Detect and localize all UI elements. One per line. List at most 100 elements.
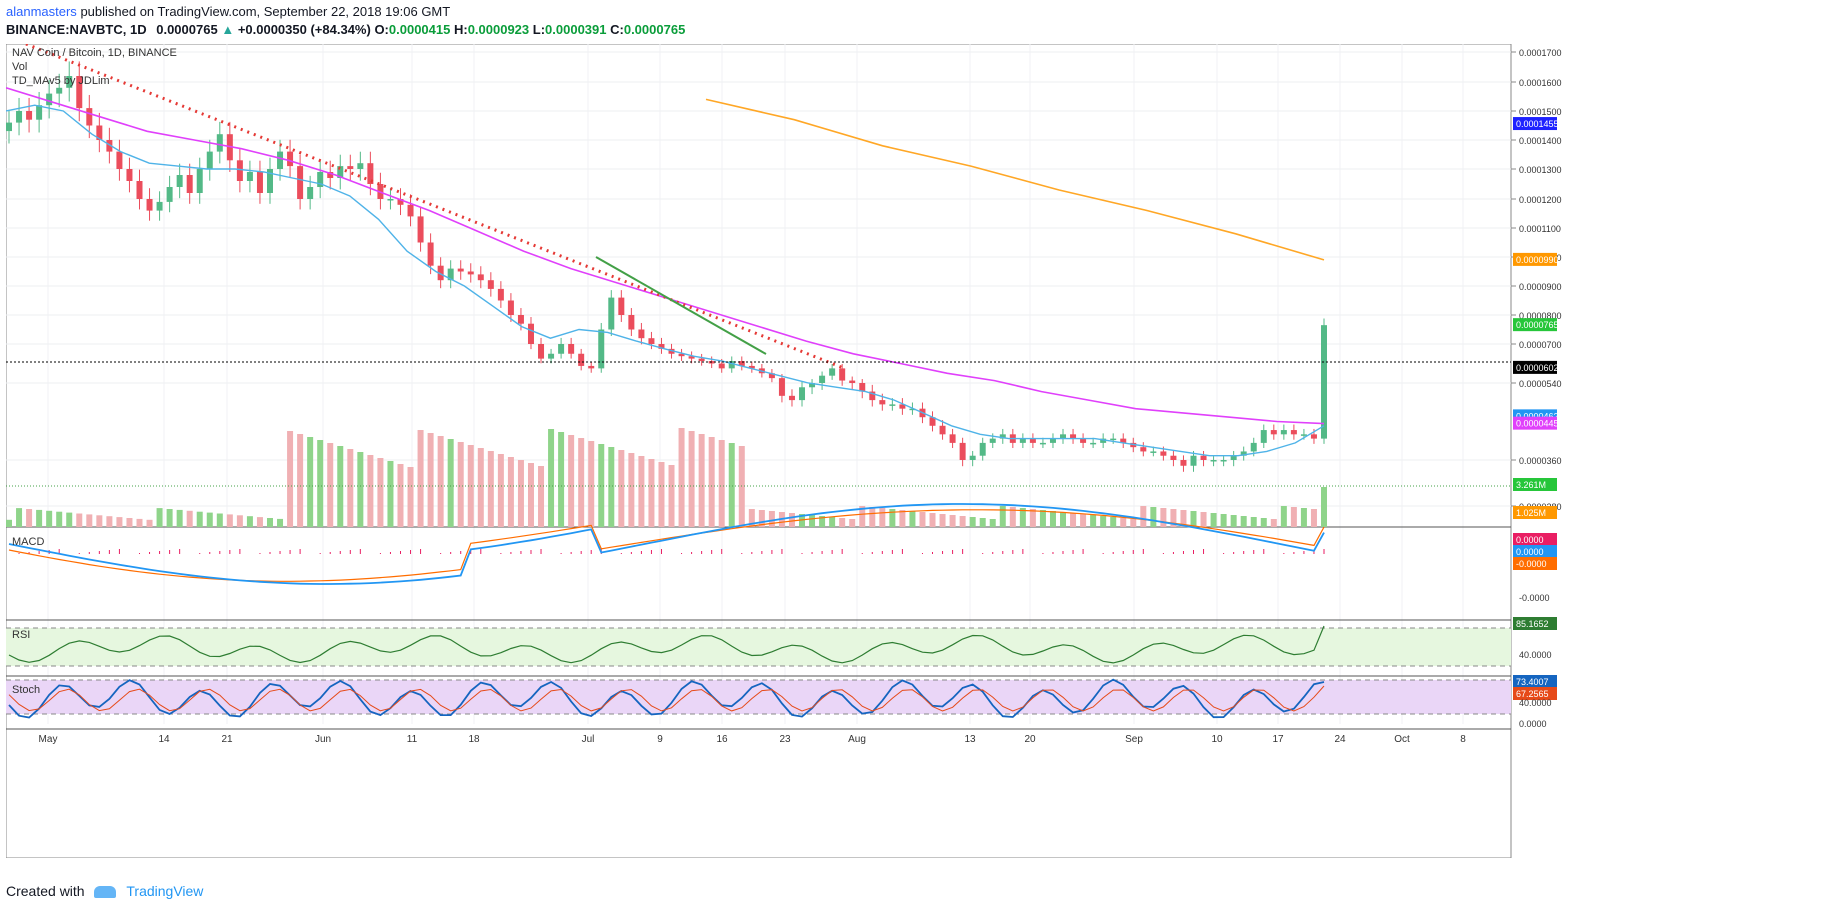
time-tick-label: 9: [657, 734, 663, 745]
candle-body: [688, 356, 695, 359]
volume-bar: [186, 510, 193, 527]
candle-body: [618, 297, 625, 315]
candle-body: [638, 329, 645, 339]
author-link[interactable]: alanmasters: [6, 4, 77, 19]
volume-bar: [748, 509, 755, 527]
volume-bar: [517, 460, 524, 527]
time-tick-label: 18: [468, 734, 480, 745]
candle-body: [949, 434, 956, 443]
candle-body: [447, 268, 454, 281]
candle-body: [598, 329, 605, 369]
candle-body: [186, 175, 193, 193]
candle-body: [768, 373, 775, 379]
volume-bar: [548, 429, 555, 527]
price-label: 0.0000990: [1516, 255, 1559, 265]
volume-bar: [86, 514, 93, 527]
volume-bar: [1080, 514, 1087, 527]
volume-bar: [688, 431, 695, 527]
volume-bar: [1049, 511, 1056, 527]
volume-bar: [758, 510, 765, 527]
volume-bar: [1200, 512, 1207, 527]
candle-body: [126, 169, 133, 181]
volume-bar: [297, 434, 304, 527]
candle-body: [166, 187, 173, 202]
candle-body: [1150, 451, 1157, 453]
candle-body: [859, 383, 866, 392]
price-tick-label: 0.0001600: [1519, 78, 1562, 88]
stoch-label-bg: [1513, 675, 1557, 688]
candle-body: [788, 395, 795, 401]
volume-bar: [849, 519, 856, 527]
chart-svg[interactable]: NAV Coin / Bitcoin, 1D, BINANCE Vol TD_M…: [5, 42, 1761, 859]
time-tick-label: 17: [1272, 734, 1284, 745]
candle-body: [176, 175, 183, 187]
rsi-legend: RSI: [12, 629, 30, 641]
price-tick-label: 0.0001400: [1519, 136, 1562, 146]
volume-bar: [1280, 506, 1287, 527]
macd-label: 0.0000: [1516, 547, 1544, 557]
candle-body: [327, 172, 334, 178]
time-tick-label: Oct: [1394, 734, 1410, 745]
ema20-line: [5, 104, 1325, 457]
volume-bar: [126, 518, 133, 527]
price-tick-label: 0.0000900: [1519, 282, 1562, 292]
macd-axis-label: -0.0000: [1519, 593, 1550, 603]
price-label: 0.0001455: [1516, 119, 1559, 129]
candle-body: [256, 172, 263, 193]
volume-bar: [407, 467, 414, 527]
candle-body: [1190, 455, 1197, 466]
volume-bar: [949, 515, 956, 527]
price-tick-label: 0.0000800: [1519, 311, 1562, 321]
macd-label: 0.0000: [1516, 535, 1544, 545]
volume-bar: [367, 455, 374, 527]
candle-body: [1120, 438, 1127, 443]
volume-bar: [859, 506, 866, 527]
chart-frame: [5, 43, 1512, 859]
open-value: 0.0000415: [388, 22, 451, 37]
candle-body: [277, 151, 284, 169]
published-text: published on TradingView.com, September …: [80, 4, 451, 19]
volume-bar: [76, 513, 83, 527]
volume-bar: [788, 513, 795, 527]
tradingview-link[interactable]: TradingView: [126, 883, 204, 899]
candle-body: [1220, 460, 1227, 462]
volume-bar: [588, 441, 595, 527]
volume-bar: [1270, 519, 1277, 527]
volume-bar: [899, 510, 906, 527]
candle-body: [76, 76, 83, 109]
candle-body: [46, 93, 53, 106]
time-tick-label: 8: [1460, 734, 1466, 745]
volume-bar: [317, 440, 324, 527]
candle-body: [548, 353, 555, 359]
candle-body: [196, 169, 203, 193]
volume-bar: [829, 517, 836, 527]
candle-body: [1230, 455, 1237, 460]
volume-bar: [56, 511, 63, 527]
symbol-label: BINANCE:NAVBTC, 1D: [6, 22, 147, 37]
volume-bar: [909, 511, 916, 527]
volume-bar: [1260, 518, 1267, 527]
macd-pane: [8, 503, 1325, 585]
candle-body: [959, 442, 966, 460]
rsi-axis-label: 40.0000: [1519, 650, 1552, 660]
candle-body: [568, 344, 575, 354]
rsi-label-bg: [1513, 617, 1557, 630]
volume-bar: [1210, 513, 1217, 527]
stoch-k-line: [8, 678, 1325, 719]
candle-body: [1080, 438, 1087, 443]
footer: Created with TradingView: [6, 883, 203, 899]
stoch-axis-label: 40.0000: [1519, 698, 1552, 708]
volume-bar: [226, 514, 233, 527]
candle-body: [1049, 438, 1056, 443]
volume-bar: [728, 443, 735, 527]
chart-container[interactable]: NAV Coin / Bitcoin, 1D, BINANCE Vol TD_M…: [5, 42, 1761, 859]
volume-bar: [387, 461, 394, 527]
time-axis[interactable]: May 14 21 Jun 11 18 Jul 9 16 23 Aug 13 20 Sep 10 17 24 Oc…: [6, 728, 1511, 745]
candle-body: [809, 383, 816, 388]
candle-body: [869, 391, 876, 401]
volume-bar: [979, 518, 986, 527]
volume-bar: [176, 509, 183, 527]
candle-body: [1180, 460, 1187, 466]
candle-body: [367, 163, 374, 184]
volume-bar: [477, 448, 484, 527]
